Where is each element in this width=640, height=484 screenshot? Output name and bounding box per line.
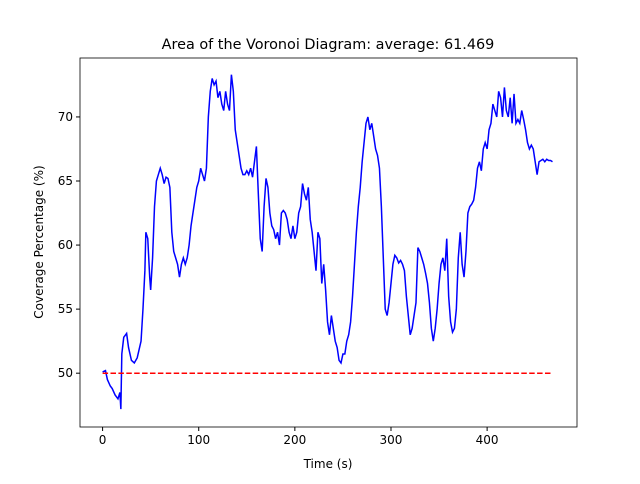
y-tick-label: 70: [58, 110, 73, 124]
x-tick-label: 0: [99, 433, 107, 447]
x-tick-label: 400: [476, 433, 499, 447]
x-axis-label: Time (s): [303, 457, 353, 471]
y-tick-label: 65: [58, 174, 73, 188]
y-tick-label: 50: [58, 366, 73, 380]
chart-title: Area of the Voronoi Diagram: average: 61…: [162, 37, 495, 53]
x-tick-label: 200: [283, 433, 306, 447]
y-tick-label: 55: [58, 302, 73, 316]
data-line: [102, 74, 553, 410]
x-tick-label: 100: [187, 433, 210, 447]
y-axis-label: Coverage Percentage (%): [32, 165, 46, 318]
plot-frame: [79, 57, 578, 428]
y-tick-label: 60: [58, 238, 73, 252]
x-tick-label: 300: [380, 433, 403, 447]
